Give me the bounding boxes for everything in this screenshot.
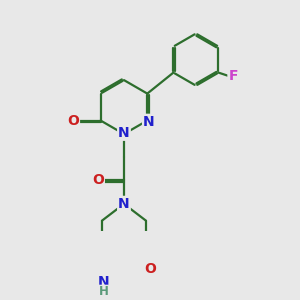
Text: F: F [228,69,238,83]
Text: H: H [98,285,108,298]
Text: O: O [67,113,79,128]
Text: O: O [92,173,104,187]
Text: N: N [118,197,130,211]
Text: O: O [144,262,156,276]
Text: N: N [143,115,155,129]
Text: N: N [98,275,109,289]
Text: N: N [118,126,130,140]
